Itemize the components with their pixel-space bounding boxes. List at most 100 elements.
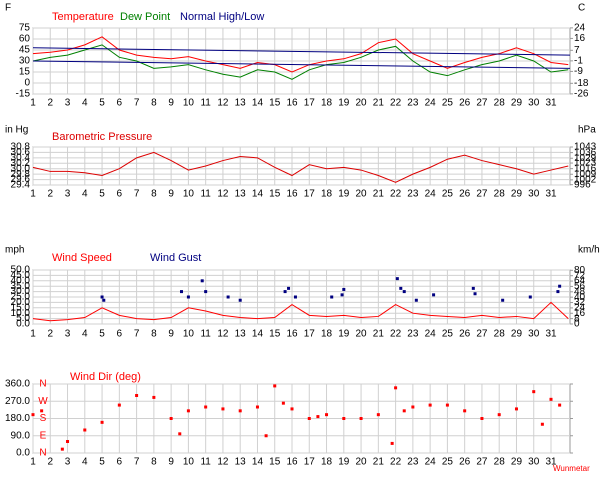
legend-entry: Wind Gust: [150, 252, 201, 264]
y2-axis-label: C: [578, 3, 585, 14]
x-tick-label: 21: [373, 98, 385, 109]
x-tick-label: 8: [151, 189, 157, 200]
x-tick-label: 19: [338, 98, 350, 109]
x-tick-label: 2: [47, 189, 53, 200]
x-tick-label: 12: [217, 457, 229, 468]
y2-tick-label: 1023: [574, 158, 597, 169]
y2-tick-label: -26: [574, 89, 589, 100]
x-tick-label: 10: [183, 189, 195, 200]
point: [83, 428, 87, 432]
x-tick-label: 14: [252, 98, 264, 109]
x-tick-label: 26: [459, 457, 471, 468]
x-tick-label: 30: [528, 189, 540, 200]
x-tick-label: 5: [99, 457, 105, 468]
series-line: [32, 44, 569, 80]
point: [342, 417, 346, 420]
point: [394, 386, 398, 390]
point: [31, 413, 35, 417]
x-tick-label: 14: [252, 329, 264, 340]
point: [376, 413, 380, 417]
x-tick-label: 29: [511, 189, 523, 200]
x-tick-label: 12: [217, 329, 229, 340]
y-tick-label: 50.0: [11, 265, 31, 276]
x-tick-label: 31: [545, 457, 557, 468]
point: [497, 413, 501, 417]
x-tick-label: 26: [459, 189, 471, 200]
series-line: [32, 301, 569, 322]
x-tick-label: 19: [338, 189, 350, 200]
point: [558, 284, 562, 288]
x-tick-label: 11: [200, 98, 211, 109]
point: [204, 405, 208, 409]
y-tick-label: 35.0: [11, 281, 31, 292]
y2-tick-label: 40: [574, 292, 586, 303]
y-axis-label: F: [5, 3, 11, 14]
point: [60, 447, 64, 451]
point: [558, 403, 562, 407]
point: [255, 405, 259, 409]
series-line: [32, 151, 569, 183]
point: [480, 417, 484, 420]
x-tick-label: 15: [269, 329, 281, 340]
x-tick-label: 13: [235, 457, 247, 468]
y2-axis-label: hPa: [578, 125, 596, 136]
x-tick-label: 9: [168, 189, 174, 200]
point: [40, 409, 44, 413]
x-tick-label: 10: [183, 457, 195, 468]
x-tick-label: 21: [373, 329, 385, 340]
y-tick-label: 45.0: [11, 270, 31, 281]
x-tick-label: 13: [235, 98, 247, 109]
point: [287, 286, 291, 290]
x-tick-label: 3: [65, 189, 71, 200]
y2-tick-label: 16: [574, 308, 586, 319]
x-tick-label: 9: [168, 98, 174, 109]
point: [179, 290, 183, 294]
point: [399, 286, 403, 290]
x-tick-label: 6: [117, 457, 123, 468]
x-tick-label: 29: [511, 457, 523, 468]
x-tick-label: 28: [494, 329, 506, 340]
y-tick-label: 180.0: [5, 413, 30, 424]
x-tick-label: 25: [442, 189, 454, 200]
x-tick-label: 20: [356, 189, 368, 200]
x-tick-label: 28: [494, 457, 506, 468]
point: [411, 405, 415, 409]
y2-tick-label: 8: [574, 313, 580, 324]
x-tick-label: 5: [99, 98, 105, 109]
x-tick-label: 16: [286, 457, 298, 468]
y-tick-label: 0.0: [16, 448, 30, 459]
x-tick-label: 17: [304, 329, 316, 340]
x-tick-label: 15: [269, 98, 281, 109]
x-tick-label: 29: [511, 98, 523, 109]
x-tick-label: 15: [269, 189, 281, 200]
x-tick-label: 18: [321, 98, 333, 109]
y2-tick-label: 1002: [574, 175, 597, 186]
point: [556, 290, 560, 294]
point: [283, 290, 287, 294]
point: [316, 415, 320, 419]
y-axis-label: in Hg: [5, 125, 28, 136]
x-tick-label: 14: [252, 189, 264, 200]
point: [100, 420, 104, 424]
x-tick-label: 6: [117, 329, 123, 340]
point: [501, 298, 505, 302]
x-tick-label: 20: [356, 329, 368, 340]
y2-tick-label: 1029: [574, 153, 597, 164]
x-tick-label: 31: [545, 189, 557, 200]
y2-tick-label: 996: [574, 179, 591, 190]
point: [117, 403, 121, 407]
x-tick-label: 20: [356, 457, 368, 468]
point: [186, 295, 190, 299]
x-tick-label: 30: [528, 98, 540, 109]
x-tick-label: 26: [459, 329, 471, 340]
x-tick-label: 17: [304, 189, 316, 200]
point: [152, 395, 156, 399]
x-tick-label: 3: [65, 98, 71, 109]
point: [402, 290, 406, 294]
point: [463, 409, 467, 413]
y2-tick-label: 7: [574, 45, 580, 56]
x-tick-label: 8: [151, 457, 157, 468]
x-tick-label: 12: [217, 98, 229, 109]
y2-tick-label: S: [40, 413, 47, 424]
footnote: Wunmetar: [553, 464, 590, 473]
